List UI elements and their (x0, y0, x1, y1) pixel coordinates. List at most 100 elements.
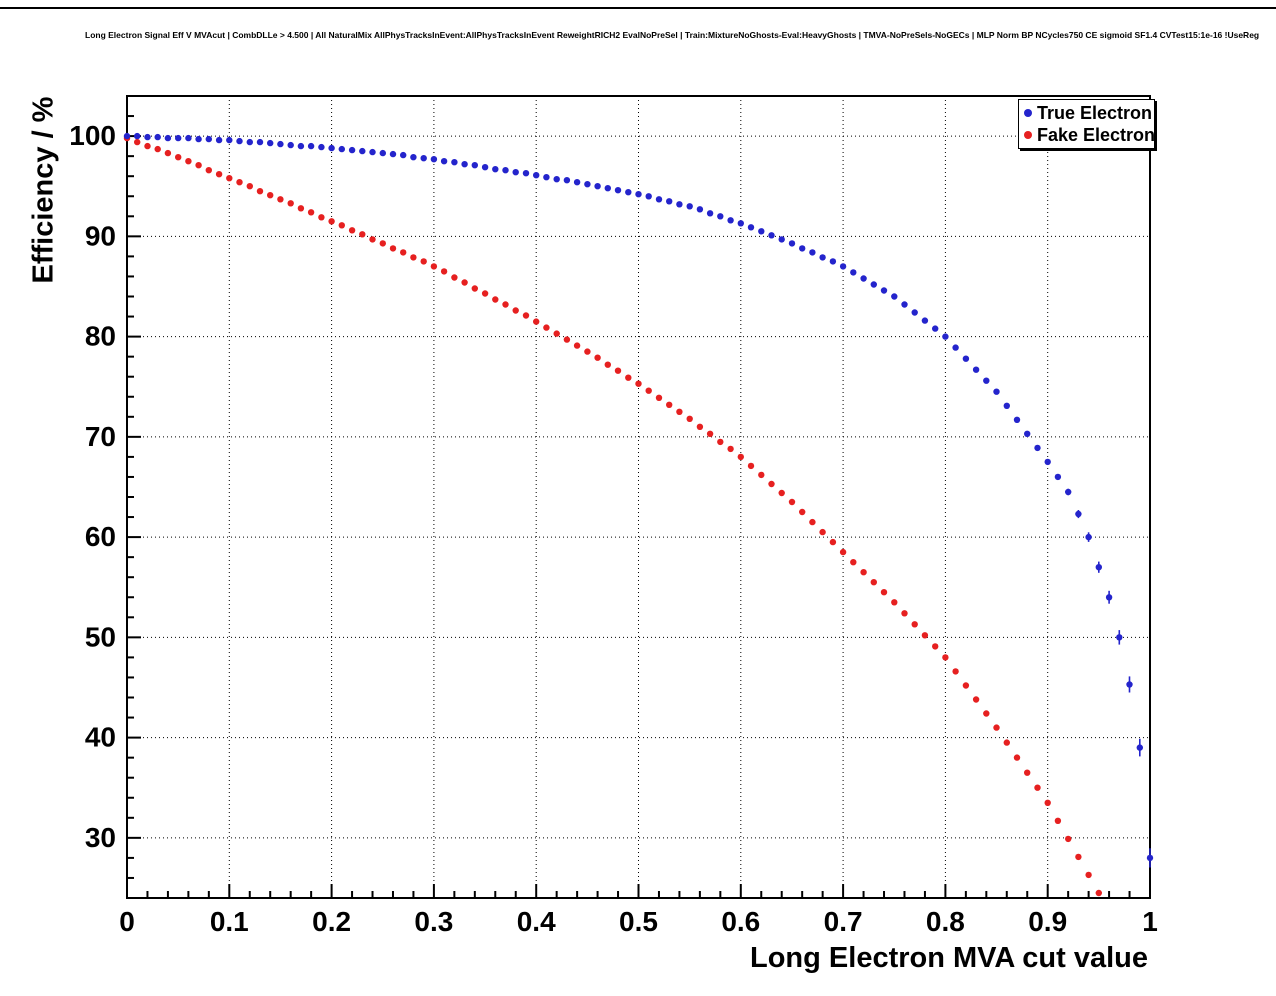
data-point (1044, 458, 1051, 466)
data-point (901, 610, 908, 617)
data-point (891, 293, 898, 300)
data-point (932, 325, 939, 332)
data-point (502, 301, 509, 308)
data-point (307, 209, 315, 216)
data-point (134, 132, 141, 140)
data-point (1085, 533, 1092, 541)
data-point (911, 309, 918, 316)
data-point (410, 254, 417, 261)
data-point (318, 214, 325, 221)
series-fake-electron (123, 134, 1103, 897)
data-point (870, 281, 877, 288)
data-point (829, 538, 837, 546)
data-point (737, 453, 744, 461)
data-point (164, 149, 172, 157)
data-point (215, 171, 223, 178)
data-point (430, 263, 438, 270)
data-point (359, 231, 366, 238)
data-point (819, 528, 826, 536)
x-tick-label: 0.1 (210, 906, 249, 937)
y-tick-label: 40 (85, 722, 116, 753)
data-point (625, 374, 632, 381)
data-point (400, 249, 407, 256)
data-point (972, 696, 980, 703)
data-point (338, 222, 345, 229)
data-point (256, 188, 264, 195)
data-point (1013, 754, 1021, 761)
data-point (614, 187, 622, 194)
data-point (880, 589, 888, 596)
data-point (573, 179, 581, 186)
data-point (901, 301, 908, 308)
data-point (1065, 488, 1072, 496)
data-point (236, 137, 243, 145)
data-point (706, 210, 714, 217)
data-point (778, 489, 785, 497)
data-point (1054, 817, 1062, 824)
data-point (563, 177, 571, 184)
legend-label-fake-electron: Fake Electron (1037, 125, 1156, 145)
data-point (809, 249, 816, 256)
data-point (389, 245, 397, 252)
data-point (164, 134, 172, 142)
data-point (369, 236, 376, 243)
data-point (942, 654, 949, 661)
data-point (512, 169, 519, 176)
data-point (379, 149, 386, 157)
data-point (195, 135, 202, 143)
data-point (921, 317, 929, 324)
plot-frame (126, 95, 1151, 899)
data-point (768, 480, 775, 488)
data-point (481, 290, 489, 297)
data-point (205, 135, 212, 143)
data-point (584, 348, 591, 355)
data-point (1034, 784, 1041, 791)
data-point (328, 144, 335, 152)
data-point (1126, 681, 1133, 688)
data-point (440, 268, 448, 275)
y-tick-label: 100 (69, 120, 116, 151)
data-point (635, 380, 642, 387)
plot-title: Long Electron Signal Eff V MVAcut | Comb… (85, 30, 1260, 40)
data-point (379, 240, 386, 247)
data-point (1044, 799, 1051, 806)
data-point (420, 155, 427, 162)
data-point (175, 154, 182, 161)
data-point (891, 599, 898, 606)
data-point (604, 185, 611, 192)
data-point (502, 167, 509, 174)
data-point (1013, 416, 1021, 423)
data-point (706, 430, 714, 437)
data-point (1075, 510, 1082, 518)
data-point (983, 710, 990, 717)
data-point (850, 559, 857, 566)
data-point (666, 198, 673, 205)
data-point (134, 138, 141, 146)
data-point (226, 175, 233, 182)
data-point (563, 336, 571, 343)
data-point (676, 201, 683, 208)
data-point (1085, 871, 1092, 879)
data-point (553, 176, 560, 183)
legend-label-true-electron: True Electron (1037, 103, 1153, 123)
data-point (246, 183, 253, 190)
x-tick-label: 0 (119, 906, 135, 937)
data-point (297, 142, 305, 150)
data-point (359, 147, 366, 155)
data-point (543, 324, 550, 331)
data-point (942, 333, 949, 340)
data-point (799, 245, 806, 252)
data-point (400, 151, 407, 159)
data-point (1116, 634, 1123, 641)
data-point (717, 213, 724, 220)
data-point (972, 366, 980, 373)
x-tick-label: 0.8 (926, 906, 965, 937)
data-point (829, 258, 837, 265)
data-point (604, 361, 611, 368)
data-point (696, 423, 704, 430)
data-point (533, 172, 540, 179)
legend: True Electron Fake Electron (1018, 99, 1155, 149)
data-point (277, 196, 284, 203)
data-point (175, 134, 182, 142)
